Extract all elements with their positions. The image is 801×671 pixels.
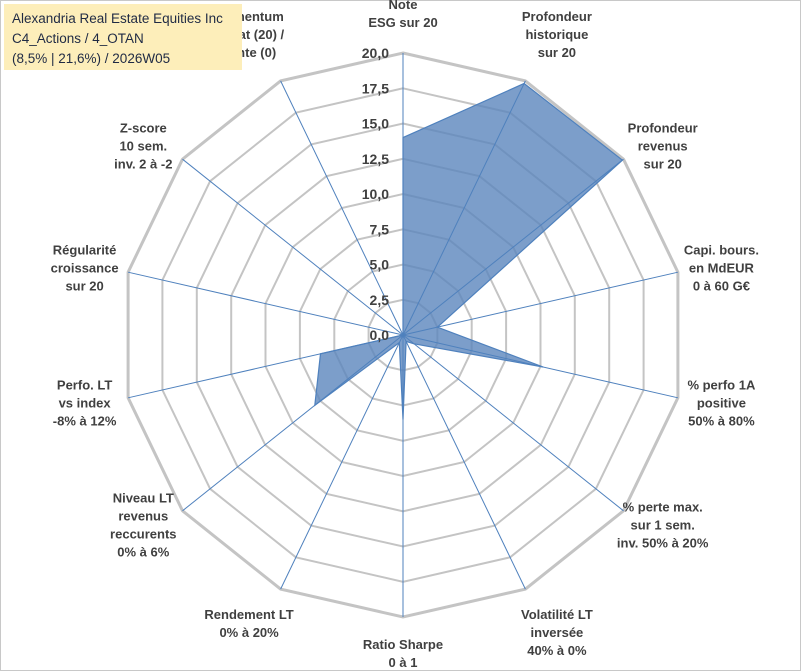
category-label-2: Profondeur revenus sur 20 (628, 121, 698, 172)
category-label-line: 0 à 60 G€ (693, 278, 750, 293)
spoke-9 (182, 334, 404, 512)
category-label-line: en MdEUR (689, 260, 755, 275)
spoke-10 (127, 334, 404, 399)
category-label-line: Régularité (53, 242, 117, 257)
category-label-line: sur 20 (644, 157, 682, 172)
category-label-line: 0 à 1 (389, 655, 418, 670)
category-label-11: Régularité croissance sur 20 (51, 242, 119, 293)
category-label-line: inv. 2 à -2 (114, 157, 172, 172)
radial-tick-labels: 0,0 2,5 5,0 7,5 10,0 12,5 15,0 17,5 20,0 (362, 45, 389, 343)
tick-label-3: 7,5 (370, 221, 390, 237)
category-label-5: % perte max. sur 1 sem. inv. 50% à 20% (617, 500, 709, 551)
category-label-line: sur 20 (65, 278, 103, 293)
category-label-4: % perfo 1A positive 50% à 80% (687, 378, 756, 429)
category-label-line: Niveau LT (113, 491, 174, 506)
category-label-line: 40% à 0% (527, 643, 587, 658)
category-label-3: Capi. bours. en MdEUR 0 à 60 G€ (684, 242, 759, 293)
category-label-line: Z-score (120, 121, 167, 136)
category-label-line: Volatilité LT (521, 607, 593, 622)
category-label-1: Profondeur historique sur 20 (522, 9, 592, 60)
category-label-6: Volatilité LT inversée 40% à 0% (521, 607, 593, 658)
category-label-line: sur 20 (538, 45, 576, 60)
category-label-9: Niveau LT revenus reccurents 0% à 6% (110, 491, 176, 560)
spoke-1 (402, 80, 526, 336)
spoke-5 (402, 334, 624, 512)
category-label-line: 10 sem. (119, 139, 167, 154)
category-label-line: Perfo. LT (57, 378, 112, 393)
category-label-line: sur 1 sem. (631, 518, 695, 533)
category-label-line: positive (697, 396, 746, 411)
category-label-line: Profondeur (522, 9, 592, 24)
spoke-4 (402, 334, 679, 399)
spoke-2 (402, 158, 624, 336)
category-label-line: vs index (59, 396, 112, 411)
tick-label-5: 12,5 (362, 151, 389, 167)
radar-spokes (127, 53, 679, 617)
tick-label-0: 0,0 (370, 327, 390, 343)
title-period: (8,5% | 21,6%) / 2026W05 (12, 51, 171, 66)
category-label-line: Rendement LT (204, 607, 293, 622)
tick-label-4: 10,0 (362, 186, 389, 202)
category-label-line: Ratio Sharpe (363, 637, 443, 652)
tick-label-7: 17,5 (362, 80, 389, 96)
category-labels: Note ESG sur 20 Profondeur historique sur 20… (51, 0, 759, 670)
tick-label-1: 2,5 (370, 292, 390, 308)
spoke-8 (280, 334, 404, 590)
category-label-7: Ratio Sharpe 0 à 1 (363, 637, 443, 670)
category-label-line: % perfo 1A (687, 378, 756, 393)
category-label-line: reccurents (110, 527, 176, 542)
title-company: Alexandria Real Estate Equities Inc (12, 11, 223, 26)
category-label-line: 0% à 20% (219, 625, 279, 640)
category-label-0: Note ESG sur 20 (368, 0, 437, 30)
chart-title-box: Alexandria Real Estate Equities Inc C4_A… (4, 4, 242, 70)
tick-label-6: 15,0 (362, 116, 389, 132)
category-label-line: ESG sur 20 (368, 15, 437, 30)
category-label-line: inv. 50% à 20% (617, 536, 709, 551)
category-label-12: Z-score 10 sem. inv. 2 à -2 (114, 121, 172, 172)
category-label-line: croissance (51, 260, 119, 275)
tick-label-8: 20,0 (362, 45, 389, 61)
category-label-line: Note (389, 0, 418, 12)
category-label-10: Perfo. LT vs index -8% à 12% (53, 378, 117, 429)
spoke-6 (402, 334, 526, 590)
category-label-line: Profondeur (628, 121, 698, 136)
category-label-line: -8% à 12% (53, 414, 117, 429)
category-label-line: historique (525, 27, 588, 42)
category-label-line: Capi. bours. (684, 242, 759, 257)
spoke-13 (280, 80, 404, 336)
category-label-line: revenus (118, 509, 168, 524)
category-label-line: inversée (531, 625, 584, 640)
spoke-11 (127, 271, 404, 336)
category-label-line: 0% à 6% (117, 545, 169, 560)
spoke-3 (402, 271, 679, 336)
category-label-line: revenus (638, 139, 688, 154)
spoke-12 (182, 158, 404, 336)
title-classification: C4_Actions / 4_OTAN (12, 31, 144, 46)
category-label-line: % perte max. (623, 500, 703, 515)
category-label-8: Rendement LT 0% à 20% (204, 607, 293, 640)
tick-label-2: 5,0 (370, 257, 390, 273)
category-label-line: 50% à 80% (688, 414, 755, 429)
